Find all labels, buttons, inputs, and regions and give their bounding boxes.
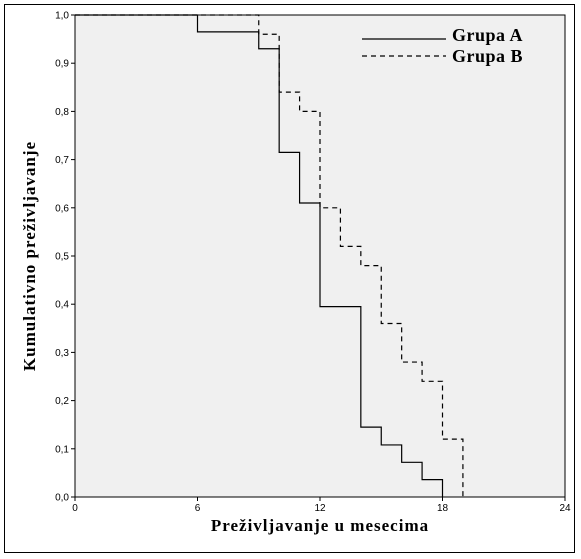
x-axis-ticks: 0 6 12 18 24 <box>72 497 571 514</box>
y-axis-ticks: 0,0 0,1 0,2 0,3 0,4 0,5 0,6 0,7 0,8 0,9 1,0 <box>55 11 75 504</box>
legend-label: Grupa B <box>452 46 523 66</box>
y-tick-label: 0,5 <box>55 252 69 263</box>
series-layer <box>75 14 464 497</box>
y-tick-label: 0,7 <box>55 155 69 166</box>
y-tick-label: 0,9 <box>55 59 69 70</box>
series-line-b <box>75 14 464 497</box>
x-tick-label: 12 <box>314 503 326 514</box>
y-tick-label: 0,6 <box>55 203 69 214</box>
x-axis-title: Preživljavanje u mesecima <box>211 516 429 535</box>
y-tick-label: 0,0 <box>55 493 69 504</box>
x-tick-label: 24 <box>559 503 571 514</box>
y-tick-label: 0,1 <box>55 444 69 455</box>
y-tick-label: 0,3 <box>55 348 69 359</box>
y-tick-label: 1,0 <box>55 11 69 22</box>
series-line-a <box>75 14 444 497</box>
x-tick-label: 18 <box>437 503 449 514</box>
y-axis-title: Kumulativno preživljavanje <box>20 141 39 371</box>
y-tick-label: 0,8 <box>55 107 69 118</box>
x-tick-label: 6 <box>195 503 201 514</box>
y-tick-label: 0,4 <box>55 300 69 311</box>
y-tick-label: 0,2 <box>55 396 69 407</box>
x-tick-label: 0 <box>72 503 78 514</box>
legend-label: Grupa A <box>452 25 523 45</box>
